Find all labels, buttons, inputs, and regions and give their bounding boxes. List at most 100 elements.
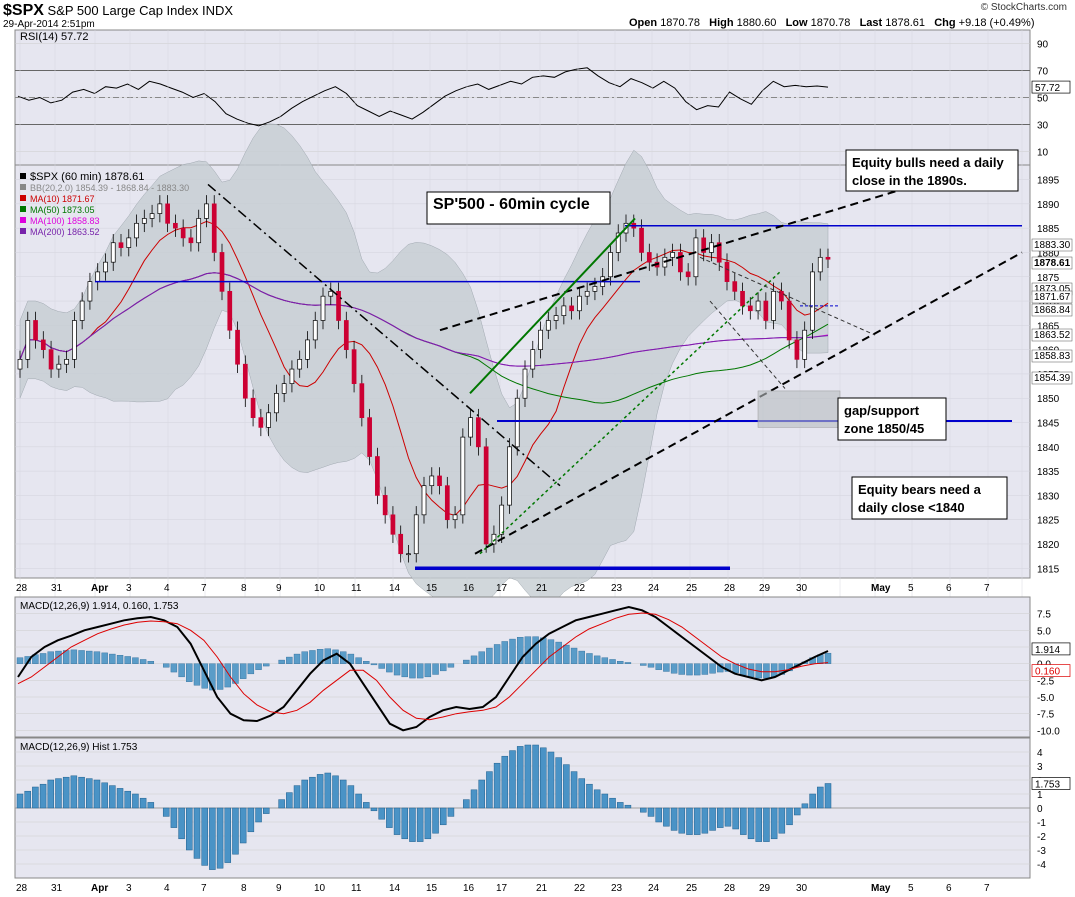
candle: [64, 359, 69, 365]
macd-panel-hist-bar: [547, 639, 555, 664]
macd-panel-hist-bar: [593, 655, 601, 664]
legend-swatch: [20, 195, 26, 201]
x-tick-label-bottom: 7: [201, 883, 207, 894]
candle: [693, 237, 699, 278]
rsi-title: RSI(14) 57.72: [20, 31, 88, 43]
candle: [281, 383, 287, 394]
macd-panel-hist-bar: [170, 663, 178, 673]
candle: [297, 359, 303, 370]
candle: [336, 290, 341, 321]
legend-entry: BB(20,2.0) 1854.39 - 1868.84 - 1883.30: [30, 183, 189, 193]
x-tick-label-bottom: 28: [724, 883, 736, 894]
macd-panel-hist-bar: [509, 638, 516, 664]
hist-bar: [755, 807, 762, 842]
candle: [716, 242, 722, 263]
x-tick-label: 29: [759, 583, 771, 594]
candle: [312, 320, 318, 341]
trend-line: [479, 271, 781, 555]
high-value: 1880.60: [736, 17, 777, 29]
macd-panel-hist-bar: [47, 651, 54, 664]
macd-panel-hist-bar: [493, 644, 501, 664]
candle: [468, 417, 473, 438]
hist-bar: [701, 807, 709, 834]
x-tick-label-bottom: 10: [314, 883, 326, 894]
trend-line: [207, 183, 561, 487]
candle: [390, 514, 396, 535]
macd-panel-hist-bar: [293, 653, 301, 664]
candle: [483, 446, 489, 545]
chg-label: Chg: [934, 17, 956, 29]
macd-panel-hist-bar: [332, 649, 339, 664]
candle: [444, 485, 450, 521]
candle: [724, 261, 730, 282]
macd-panel-hist-bar: [309, 650, 316, 664]
candle: [553, 315, 559, 321]
candle: [320, 295, 326, 321]
rsi-current-box: [1031, 80, 1071, 94]
candle: [274, 393, 279, 414]
gap-note-text: gap/support: [844, 403, 920, 418]
candle: [250, 397, 256, 419]
candle: [646, 252, 652, 263]
timestamp: 29-Apr-2014 2:51pm: [3, 19, 95, 30]
candle: [522, 368, 528, 399]
x-tick-label: 7: [984, 583, 990, 594]
hist-bar: [301, 779, 308, 809]
macd-panel-hist-bar: [524, 636, 532, 664]
macd-panel-hist-bar: [763, 663, 770, 679]
macd-panel-hist-bar: [370, 663, 378, 666]
macd-panel-hist-bar: [186, 663, 193, 682]
candle: [328, 290, 334, 297]
hist-tick-label: 0: [1037, 804, 1043, 815]
hist-current-box: [1031, 777, 1071, 790]
price-current-box: [1031, 328, 1073, 342]
hist-bar: [793, 807, 801, 816]
hist-bar: [132, 793, 139, 809]
candle: [701, 237, 707, 253]
candle: [103, 261, 108, 273]
bulls-note-box: [845, 149, 1019, 192]
candle: [87, 281, 93, 302]
x-tick-label: 14: [389, 583, 401, 594]
macd-panel-hist-bar: [247, 663, 255, 675]
x-tick-label-bottom: 25: [686, 883, 698, 894]
macd-panel-hist-bar: [670, 663, 678, 674]
hist-bar: [39, 783, 47, 809]
rsi-tick-label: 10: [1037, 148, 1049, 159]
hist-bar: [616, 802, 624, 809]
hist-tick-label: -1: [1037, 818, 1046, 829]
hist-bar: [732, 807, 739, 830]
x-tick-label-bottom: 4: [164, 883, 170, 894]
x-tick-label: 9: [276, 583, 282, 594]
hist-tick-label: 1: [1037, 790, 1043, 801]
x-tick-label-bottom: 30: [796, 883, 808, 894]
x-tick-label: 5: [908, 583, 914, 594]
hist-bar: [93, 779, 101, 809]
hist-bar: [339, 779, 347, 809]
macd-panel-hist-bar: [286, 656, 293, 664]
rsi-tick-label: 70: [1037, 67, 1049, 78]
macd-panel-hist-bar: [532, 636, 539, 664]
macd-panel-hist-bar: [355, 657, 362, 664]
hist-bar: [286, 792, 293, 809]
price-current-box: [1031, 303, 1073, 317]
hist-bar: [162, 807, 170, 817]
candle: [592, 286, 598, 292]
hist-tick-label: 3: [1037, 762, 1043, 773]
candle: [367, 417, 372, 457]
signal-line: [17, 612, 829, 721]
hist-bar: [601, 793, 609, 809]
price-tick-label: 1825: [1037, 516, 1060, 527]
macd-panel-hist-bar: [463, 659, 470, 664]
chart-symbol-header: $SPX S&P 500 Large Cap Index INDX: [3, 2, 233, 20]
hist-bar: [309, 776, 316, 809]
price-tick-label: 1875: [1037, 273, 1060, 284]
price-current-box: [1031, 371, 1073, 385]
hist-bar: [486, 771, 493, 809]
x-tick-label-bottom: 21: [536, 883, 548, 894]
macd-panel-hist-bar: [693, 663, 701, 676]
hist-bar: [747, 807, 755, 840]
x-tick-label: 21: [536, 583, 548, 594]
candle: [670, 252, 675, 258]
candle: [219, 252, 225, 292]
